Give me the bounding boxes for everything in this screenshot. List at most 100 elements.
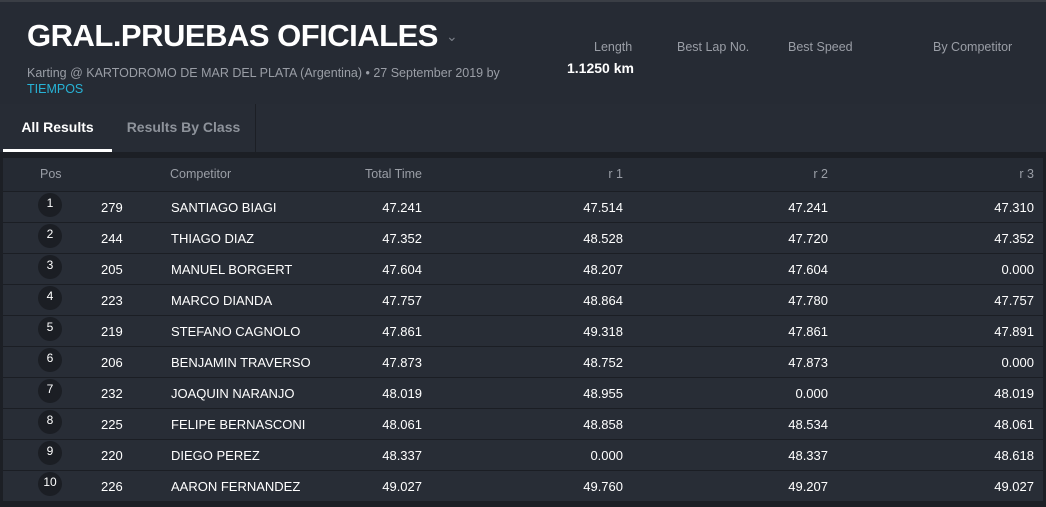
run-3-time: 48.061 [994, 417, 1034, 432]
run-2-time: 48.337 [788, 448, 828, 463]
col-competitor[interactable]: Competitor [170, 167, 232, 181]
total-time: 47.241 [382, 200, 422, 215]
by-competitor-label[interactable]: By Competitor [933, 40, 1013, 54]
total-time: 47.604 [382, 262, 422, 277]
kart-number: 206 [101, 355, 123, 370]
table-row[interactable]: 9 220 DIEGO PEREZ 48.337 0.000 48.337 48.618 [3, 439, 1043, 470]
total-time: 47.873 [382, 355, 422, 370]
run-2-time: 47.780 [788, 293, 828, 308]
run-3-time: 47.352 [994, 231, 1034, 246]
run-1-time: 48.955 [583, 386, 623, 401]
event-subtitle: Karting @ KARTODROMO DE MAR DEL PLATA (A… [27, 65, 547, 97]
run-3-time: 47.310 [994, 200, 1034, 215]
table-row[interactable]: 6 206 BENJAMIN TRAVERSO 47.873 48.752 47.873 0… [3, 346, 1043, 377]
total-time: 47.861 [382, 324, 422, 339]
run-3-time: 48.019 [994, 386, 1034, 401]
run-3-time: 48.618 [994, 448, 1034, 463]
total-time: 48.337 [382, 448, 422, 463]
position-badge: 8 [38, 410, 62, 434]
competitor-name: JOAQUIN NARANJO [171, 386, 295, 401]
run-1-time: 48.752 [583, 355, 623, 370]
position-badge: 3 [38, 255, 62, 279]
table-row[interactable]: 1 279 SANTIAGO BIAGI 47.241 47.514 47.241 47.3… [3, 191, 1043, 222]
length-label: Length [594, 40, 633, 54]
run-3-time: 47.757 [994, 293, 1034, 308]
run-2-time: 49.207 [788, 479, 828, 494]
total-time: 49.027 [382, 479, 422, 494]
run-1-time: 49.760 [583, 479, 623, 494]
competitor-name: AARON FERNANDEZ [171, 479, 301, 494]
competitor-name: BENJAMIN TRAVERSO [171, 355, 311, 370]
page-title: GRAL.PRUEBAS OFICIALES [27, 18, 438, 53]
col-pos[interactable]: Pos [40, 167, 62, 181]
table-row[interactable]: 4 223 MARCO DIANDA 47.757 48.864 47.780 47.757 [3, 284, 1043, 315]
table-row[interactable]: 2 244 THIAGO DIAZ 47.352 48.528 47.720 47.352 [3, 222, 1043, 253]
col-r1[interactable]: r 1 [608, 167, 623, 181]
total-time: 48.061 [382, 417, 422, 432]
competitor-name: STEFANO CAGNOLO [171, 324, 301, 339]
kart-number: 225 [101, 417, 123, 432]
position-badge: 1 [38, 193, 62, 217]
position-badge: 6 [38, 348, 62, 372]
run-1-time: 0.000 [590, 448, 623, 463]
run-3-time: 0.000 [1001, 262, 1034, 277]
col-total-time[interactable]: Total Time [365, 167, 422, 181]
run-2-time: 0.000 [795, 386, 828, 401]
run-1-time: 47.514 [583, 200, 623, 215]
table-row[interactable]: 5 219 STEFANO CAGNOLO 47.861 49.318 47.861 47.… [3, 315, 1043, 346]
event-description: Karting @ KARTODROMO DE MAR DEL PLATA (A… [27, 66, 500, 80]
col-r2[interactable]: r 2 [813, 167, 828, 181]
chevron-down-icon[interactable]: ⌄ [445, 28, 458, 44]
total-time: 47.352 [382, 231, 422, 246]
event-header: GRAL.PRUEBAS OFICIALES ⌄ Karting @ KARTO… [0, 0, 1046, 104]
run-2-time: 47.873 [788, 355, 828, 370]
total-time: 47.757 [382, 293, 422, 308]
run-1-time: 48.864 [583, 293, 623, 308]
competitor-name: THIAGO DIAZ [171, 231, 255, 246]
kart-number: 244 [101, 231, 123, 246]
kart-number: 223 [101, 293, 123, 308]
run-3-time: 0.000 [1001, 355, 1034, 370]
kart-number: 226 [101, 479, 123, 494]
run-1-time: 48.528 [583, 231, 623, 246]
length-value: 1.1250 km [567, 60, 634, 76]
results-table: Pos Competitor Total Time r 1 r 2 r 3 1 2… [3, 158, 1043, 501]
competitor-name: FELIPE BERNASCONI [171, 417, 306, 432]
run-3-time: 47.891 [994, 324, 1034, 339]
run-3-time: 49.027 [994, 479, 1034, 494]
position-badge: 10 [38, 472, 62, 496]
table-body: 1 279 SANTIAGO BIAGI 47.241 47.514 47.241 47.3… [3, 191, 1043, 501]
tab-all-results[interactable]: All Results [3, 104, 112, 152]
kart-number: 219 [101, 324, 123, 339]
run-2-time: 47.241 [788, 200, 828, 215]
col-r3[interactable]: r 3 [1019, 167, 1034, 181]
kart-number: 279 [101, 200, 123, 215]
kart-number: 232 [101, 386, 123, 401]
position-badge: 9 [38, 441, 62, 465]
organizer-link[interactable]: TIEMPOS [27, 82, 84, 96]
kart-number: 220 [101, 448, 123, 463]
competitor-name: MANUEL BORGERT [171, 262, 293, 277]
run-2-time: 47.861 [788, 324, 828, 339]
position-badge: 5 [38, 317, 62, 341]
run-2-time: 47.720 [788, 231, 828, 246]
competitor-name: MARCO DIANDA [171, 293, 273, 308]
table-row[interactable]: 10 226 AARON FERNANDEZ 49.027 49.760 49.207 49… [3, 470, 1043, 501]
table-row[interactable]: 8 225 FELIPE BERNASCONI 48.061 48.858 48.534 4… [3, 408, 1043, 439]
run-1-time: 48.858 [583, 417, 623, 432]
position-badge: 7 [38, 379, 62, 403]
table-header: Pos Competitor Total Time r 1 r 2 r 3 [3, 158, 1043, 191]
run-2-time: 48.534 [788, 417, 828, 432]
competitor-name: SANTIAGO BIAGI [171, 200, 277, 215]
table-row[interactable]: 3 205 MANUEL BORGERT 47.604 48.207 47.604 0.00… [3, 253, 1043, 284]
run-1-time: 48.207 [583, 262, 623, 277]
table-row[interactable]: 7 232 JOAQUIN NARANJO 48.019 48.955 0.000 48.0… [3, 377, 1043, 408]
position-badge: 4 [38, 286, 62, 310]
competitor-name: DIEGO PEREZ [171, 448, 260, 463]
run-2-time: 47.604 [788, 262, 828, 277]
run-1-time: 49.318 [583, 324, 623, 339]
best-speed-label: Best Speed [788, 40, 853, 54]
best-lap-label: Best Lap No. [677, 40, 750, 54]
tab-results-by-class[interactable]: Results By Class [112, 104, 256, 152]
title-row: GRAL.PRUEBAS OFICIALES ⌄ [27, 16, 458, 56]
